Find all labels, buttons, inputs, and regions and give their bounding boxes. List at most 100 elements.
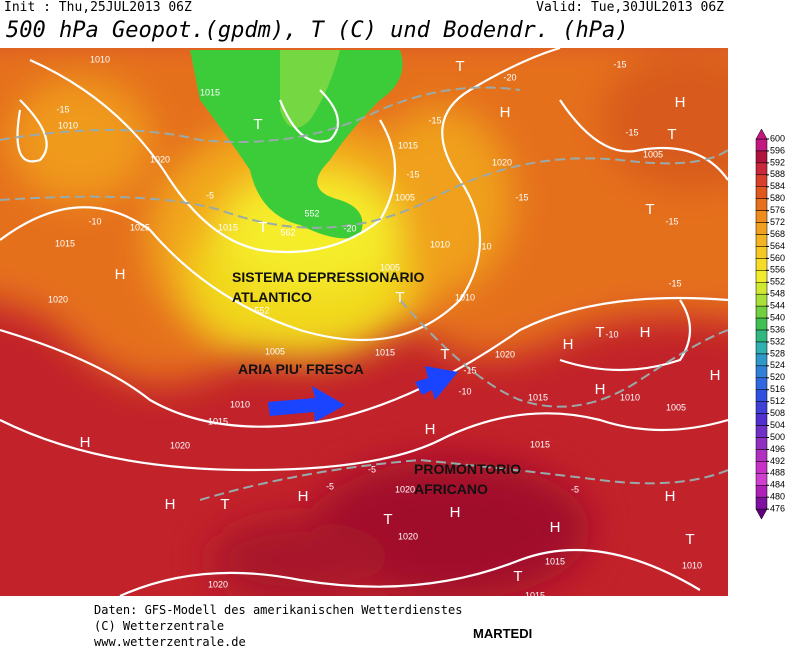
- pressure-center: H: [500, 104, 511, 121]
- contour-label: 1015: [218, 222, 238, 232]
- colorbar-swatch: [755, 485, 768, 498]
- contour-label: -5: [326, 481, 334, 491]
- colorbar-swatch: [755, 293, 768, 307]
- colorbar-label: 532: [770, 336, 785, 346]
- contour-label: 1020: [495, 349, 515, 359]
- contour-label: -10: [458, 386, 471, 396]
- colorbar-swatch: [755, 222, 768, 235]
- pressure-center: H: [165, 496, 176, 513]
- contour-label: 1005: [265, 346, 285, 356]
- colorbar-swatch: [755, 198, 768, 211]
- pressure-center: T: [685, 531, 694, 548]
- colorbar-label: 516: [770, 384, 785, 394]
- arrow: [415, 366, 458, 400]
- colorbar-label: 572: [770, 217, 785, 227]
- colorbar-label: 544: [770, 301, 785, 311]
- annotation: SISTEMA DEPRESSIONARIO: [232, 269, 425, 285]
- contour-label: -15: [463, 365, 476, 375]
- contour-label: -20: [343, 223, 356, 233]
- pressure-center: T: [455, 58, 464, 75]
- contour-label: 1005: [380, 262, 400, 272]
- colorbar-label: 496: [770, 444, 785, 454]
- colorbar-label: 556: [770, 265, 785, 275]
- pressure-center: H: [550, 519, 561, 536]
- colorbar-label: 492: [770, 456, 785, 466]
- contour-label: 1005: [643, 149, 663, 159]
- pressure-center: T: [513, 568, 522, 585]
- footer-line: www.wetterzentrale.de: [94, 635, 246, 648]
- contour-label: 1020: [398, 531, 418, 541]
- colorbar-label: 528: [770, 348, 785, 358]
- colorbar-label: 588: [770, 169, 785, 179]
- colorbar-label: 580: [770, 193, 785, 203]
- colorbar-label: 548: [770, 289, 785, 299]
- annotation: PROMONTORIO: [414, 461, 521, 477]
- pressure-center: H: [675, 94, 686, 111]
- colorbar-swatch: [755, 365, 768, 379]
- colorbar-label: 576: [770, 205, 785, 215]
- contour-label: -15: [428, 115, 441, 125]
- colorbar-swatch: [755, 150, 768, 164]
- colorbar-label: 504: [770, 420, 785, 430]
- contour-label: 1015: [530, 439, 550, 449]
- contour-label: 562: [280, 227, 295, 237]
- colorbar-swatch: [755, 174, 768, 188]
- contour-label: -10: [605, 329, 618, 339]
- contour-label: 1020: [150, 154, 170, 164]
- isobars: [0, 48, 728, 596]
- contour-label: -5: [571, 484, 579, 494]
- pressure-center: T: [395, 289, 404, 306]
- colorbar-label: 564: [770, 241, 785, 251]
- contour-label: 1010: [90, 54, 110, 64]
- pressure-center: H: [450, 504, 461, 521]
- colorbar-label: 512: [770, 396, 785, 406]
- contour-label: 1010: [430, 239, 450, 249]
- cold-core: [190, 50, 403, 239]
- pressure-center: T: [595, 324, 604, 341]
- contour-label: -10: [478, 241, 491, 251]
- colorbar-swatch: [755, 317, 768, 331]
- contour-label: 1005: [666, 402, 686, 412]
- colorbar-label: 552: [770, 277, 785, 287]
- contour-label: 1010: [682, 560, 702, 570]
- contour-label: 1010: [620, 392, 640, 402]
- contour-label: 1015: [200, 87, 220, 97]
- pressure-center: T: [253, 116, 262, 133]
- map-title: 500 hPa Geopot.(gpdm), T (C) und Bodendr…: [6, 18, 629, 43]
- colorbar-label: 536: [770, 324, 785, 334]
- footer-line: Daten: GFS-Modell des amerikanischen Wet…: [94, 603, 462, 617]
- contour-label: 1015: [545, 556, 565, 566]
- contour-label: 552: [304, 208, 319, 218]
- colorbar-swatch: [755, 401, 768, 414]
- day-label: MARTEDI: [473, 626, 532, 641]
- colorbar-swatch: [755, 270, 768, 283]
- arrow: [268, 386, 345, 422]
- pressure-center: T: [258, 219, 267, 236]
- contour-label: -15: [625, 127, 638, 137]
- contour-label: -15: [56, 104, 69, 114]
- colorbar-swatch: [755, 461, 768, 474]
- pressure-center: H: [640, 324, 651, 341]
- contour-label: -15: [515, 192, 528, 202]
- contour-label: 1005: [395, 192, 415, 202]
- colorbar-label: 560: [770, 253, 785, 263]
- colorbar-label: 540: [770, 312, 785, 322]
- pressure-center: H: [80, 434, 91, 451]
- colorbar-label: 600: [770, 133, 785, 143]
- contour-label: -15: [665, 216, 678, 226]
- contour-label: 1015: [208, 416, 228, 426]
- colorbar-swatch: [755, 162, 768, 176]
- contour-label: -15: [406, 169, 419, 179]
- isotherms: [0, 86, 728, 501]
- pressure-center: T: [645, 201, 654, 218]
- colorbar-cap: [755, 128, 768, 140]
- contour-label: -10: [88, 216, 101, 226]
- footer-line: (C) Wetterzentrale: [94, 619, 224, 633]
- contour-label: 1020: [208, 579, 228, 589]
- valid-text: Valid: Tue,30JUL2013 06Z: [536, 0, 724, 15]
- colorbar-swatch: [755, 437, 768, 450]
- colorbar-label: 508: [770, 408, 785, 418]
